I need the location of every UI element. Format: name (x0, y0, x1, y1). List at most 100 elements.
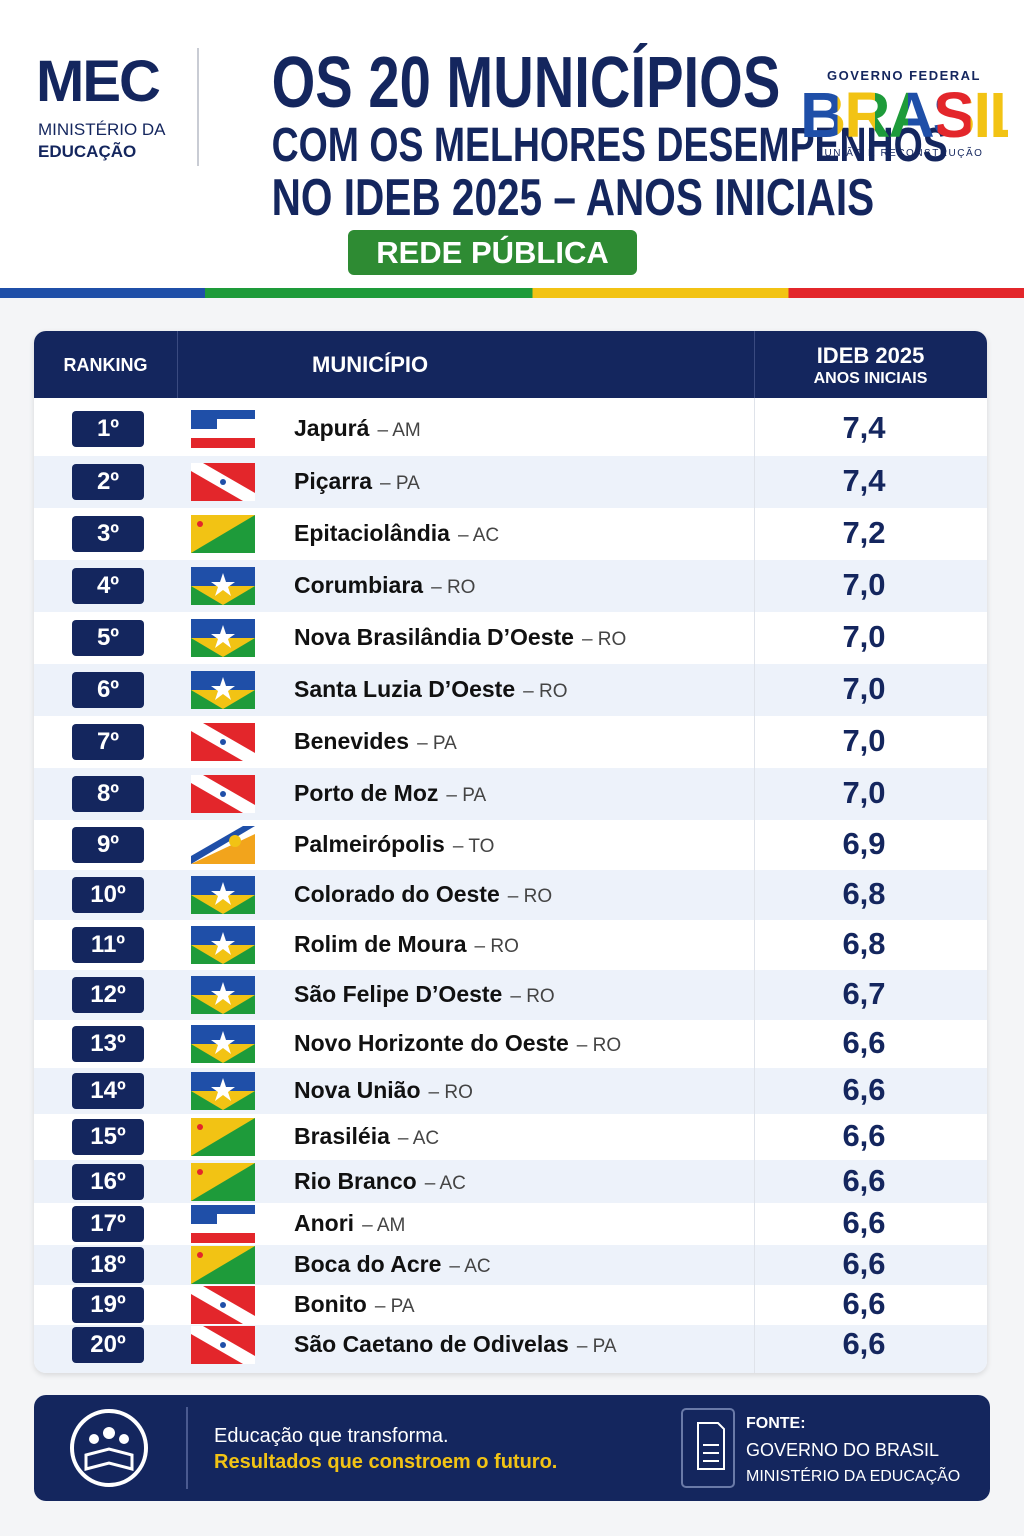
flag-part (211, 932, 235, 955)
badge: REDE PÚBLICA (348, 230, 637, 275)
municipality-name: Porto de Moz (294, 780, 439, 806)
rank-badge: 3º (72, 516, 144, 552)
divider (754, 612, 755, 664)
municipality-name: Benevides (294, 728, 410, 754)
divider (754, 508, 755, 560)
municipality: Nova União – RO (294, 1077, 473, 1104)
flag-part (229, 835, 241, 847)
header-cell: RANKING (63, 355, 148, 375)
state: – PA (417, 733, 457, 754)
table-row: 3º Epitaciolândia – AC 7,2 (34, 508, 987, 560)
table-row: 5º Nova Brasilândia D’Oeste – RO 7,0 (34, 612, 987, 664)
rank-badge: 2º (72, 464, 144, 500)
flag-part (191, 410, 255, 419)
slogan: Educação que transforma. (214, 1425, 449, 1447)
ideb-score: 6,6 (842, 1118, 886, 1153)
title-line: NO IDEB 2025 – ANOS INICIAIS (271, 169, 875, 227)
state: – AC (397, 1128, 440, 1149)
state: – RO (576, 1035, 622, 1056)
slogan: Resultados que constroem o futuro. (214, 1451, 558, 1473)
ideb-score: 6,6 (842, 1025, 886, 1060)
divider (754, 1325, 755, 1373)
title-line: COM OS MELHORES DESEMPENHOS (271, 119, 948, 172)
rank-badge: 12º (72, 977, 144, 1013)
ideb-score: 6,8 (842, 876, 886, 911)
municipality-name: São Felipe D’Oeste (294, 981, 503, 1007)
municipality: São Felipe D’Oeste – RO (294, 981, 555, 1008)
flag-part (191, 638, 255, 657)
municipality: São Caetano de Odivelas – PA (294, 1331, 617, 1358)
state: – AC (449, 1256, 491, 1277)
rank-badge: 8º (72, 776, 144, 812)
divider (754, 1019, 755, 1068)
flag (191, 976, 255, 1014)
municipality: Rolim de Moura – RO (294, 931, 519, 958)
municipality: Nova Brasilândia D’Oeste – RO (294, 624, 626, 651)
table-row: 8º Porto de Moz – PA 7,0 (34, 768, 987, 820)
flag-part (211, 1078, 235, 1101)
state: – TO (452, 836, 495, 857)
flag (191, 410, 255, 448)
table-row: 11º Rolim de Moura – RO 6,8 (34, 920, 987, 970)
flag (191, 671, 255, 709)
divider (197, 48, 199, 166)
flag (191, 1072, 255, 1110)
ideb-score: 6,9 (842, 826, 886, 861)
flag (191, 926, 255, 964)
divider (754, 455, 755, 508)
divider (754, 970, 755, 1020)
divider (754, 819, 755, 870)
state: – PA (446, 785, 487, 806)
ideb-score: 7,0 (842, 619, 886, 654)
ideb-score: 6,6 (842, 1326, 886, 1361)
flag-part (197, 1169, 203, 1175)
rank-badge: 15º (72, 1119, 144, 1155)
state: – RO (507, 886, 553, 907)
header-cell: IDEB 2025 (816, 343, 925, 368)
table-row: 13º Novo Horizonte do Oeste – RO 6,6 (34, 1019, 987, 1068)
flag-part (220, 479, 226, 485)
ideb-score: 6,6 (842, 1072, 886, 1107)
divider (754, 1285, 755, 1325)
gov-bottom: UNIÃO E RECONSTRUÇÃO (824, 148, 984, 159)
flag-part (220, 739, 226, 745)
municipality-name: Nova Brasilândia D’Oeste (294, 624, 574, 650)
ideb-score: 7,4 (842, 410, 886, 445)
municipality: Boca do Acre – AC (294, 1251, 491, 1278)
state: – AM (362, 1215, 406, 1236)
flag-part (191, 1214, 217, 1224)
municipality-name: Palmeirópolis (294, 831, 445, 857)
title-line: OS 20 MUNICÍPIOS (271, 43, 781, 123)
table-row: 10º Colorado do Oeste – RO 6,8 (34, 870, 987, 920)
color-stripe (0, 288, 1024, 298)
flag-part (197, 1124, 203, 1130)
divider (177, 331, 178, 398)
rank-badge: 14º (72, 1073, 144, 1109)
table-row: 7º Benevides – PA 7,0 (34, 716, 987, 768)
flag-part (211, 982, 235, 1005)
table-row: 2º Piçarra – PA 7,4 (34, 455, 987, 508)
municipality: Novo Horizonte do Oeste – RO (294, 1030, 621, 1057)
rank-badge: 1º (72, 411, 144, 447)
flag (191, 1286, 255, 1324)
municipality-name: Rio Branco (294, 1168, 417, 1194)
ideb-score: 6,7 (842, 976, 886, 1011)
table-row: 9º Palmeirópolis – TO 6,9 (34, 819, 987, 870)
flag-part (191, 438, 255, 448)
municipality-name: Rolim de Moura (294, 931, 467, 957)
flag (191, 463, 255, 501)
table-row: 15º Brasiléia – AC 6,6 (34, 1114, 987, 1160)
ideb-score: 7,4 (842, 463, 886, 498)
source-label: FONTE: (746, 1415, 806, 1432)
flag-part (211, 573, 235, 596)
municipality-name: Corumbiara (294, 572, 424, 598)
flag-part (191, 1091, 255, 1110)
state: – PA (576, 1336, 617, 1357)
table-row: 14º Nova União – RO 6,6 (34, 1067, 987, 1114)
flag (191, 567, 255, 605)
gov-top: GOVERNO FEDERAL (827, 68, 981, 83)
rank-badge: 9º (72, 827, 144, 863)
municipality-name: Anori (294, 1210, 355, 1236)
divider (186, 1407, 188, 1489)
